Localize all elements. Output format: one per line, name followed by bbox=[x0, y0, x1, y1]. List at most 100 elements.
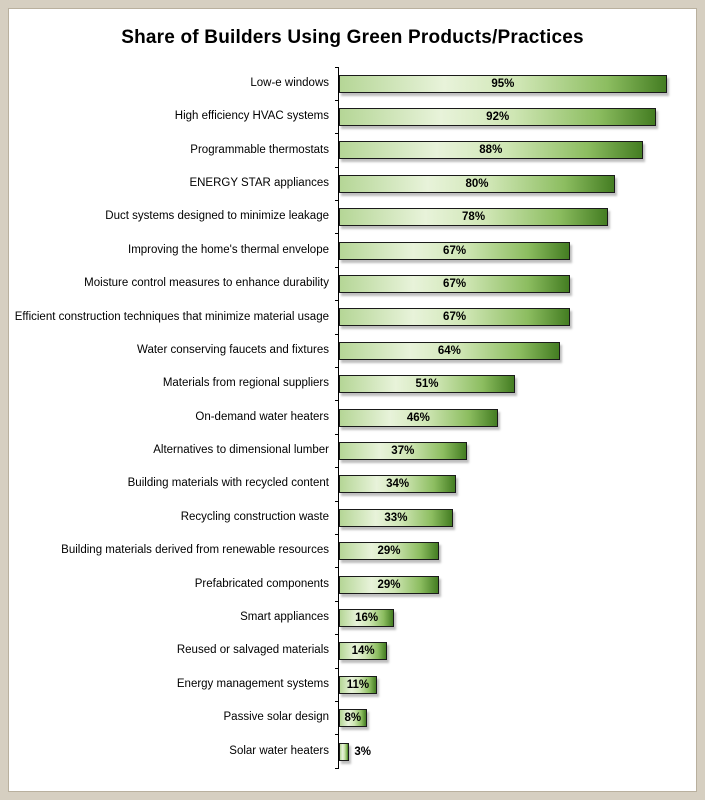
value-label: 34% bbox=[386, 478, 410, 491]
bar-row: Materials from regional suppliers 51% bbox=[9, 367, 696, 402]
bar-track: 8% bbox=[335, 701, 684, 736]
category-label: Recycling construction waste bbox=[180, 510, 329, 523]
value-label: 67% bbox=[443, 311, 467, 324]
category-label: Efficient construction techniques that m… bbox=[14, 310, 329, 323]
bar-track: 64% bbox=[335, 334, 684, 369]
category-label: Programmable thermostats bbox=[190, 143, 329, 156]
plot-area: Low-e windows 95% High efficiency HVAC sys… bbox=[9, 66, 696, 770]
category-label: Building materials derived from renewabl… bbox=[61, 544, 329, 557]
category-label: Prefabricated components bbox=[194, 577, 329, 590]
bar bbox=[339, 74, 667, 93]
category-label: Duct systems designed to minimize leakag… bbox=[105, 210, 329, 223]
value-label: 14% bbox=[351, 645, 375, 658]
bar-row: High efficiency HVAC systems 92% bbox=[9, 100, 696, 135]
category-label: ENERGY STAR appliances bbox=[189, 176, 329, 189]
bar-track: 33% bbox=[335, 501, 684, 536]
category-label: Passive solar design bbox=[223, 711, 329, 724]
bar bbox=[339, 141, 643, 160]
bar-row: Solar water heaters 3% bbox=[9, 734, 696, 770]
bar-track: 16% bbox=[335, 601, 684, 636]
bar-row: Passive solar design 8% bbox=[9, 701, 696, 736]
bar bbox=[339, 275, 571, 294]
bar-track: 34% bbox=[335, 467, 684, 502]
value-label: 88% bbox=[479, 144, 503, 157]
bar-row: Efficient construction techniques that m… bbox=[9, 300, 696, 336]
value-label: 8% bbox=[344, 712, 362, 725]
category-label: On-demand water heaters bbox=[195, 410, 329, 423]
bar-track: 67% bbox=[335, 267, 684, 302]
category-label: Moisture control measures to enhance dur… bbox=[84, 277, 329, 290]
value-label: 29% bbox=[377, 578, 401, 591]
bar bbox=[339, 174, 615, 193]
category-label: Water conserving faucets and fixtures bbox=[137, 343, 329, 356]
bar-track: 95% bbox=[335, 66, 684, 102]
category-label: Energy management systems bbox=[176, 677, 329, 690]
bar-track: 3% bbox=[335, 734, 684, 770]
category-label: High efficiency HVAC systems bbox=[174, 110, 329, 123]
bar bbox=[339, 408, 498, 427]
value-label: 11% bbox=[346, 678, 370, 691]
bar bbox=[339, 575, 440, 594]
bar-row: Low-e windows 95% bbox=[9, 66, 696, 102]
bar bbox=[339, 208, 609, 227]
bar-row: Prefabricated components 29% bbox=[9, 567, 696, 603]
bar-row: Recycling construction waste 33% bbox=[9, 501, 696, 536]
value-label: 80% bbox=[465, 177, 489, 190]
category-label: Low-e windows bbox=[250, 76, 329, 89]
bar-row: Building materials with recycled content… bbox=[9, 467, 696, 502]
bar-row: Smart appliances 16% bbox=[9, 601, 696, 636]
bar bbox=[339, 441, 467, 460]
bar bbox=[339, 508, 453, 527]
bar-track: 80% bbox=[335, 167, 684, 202]
bar-track: 51% bbox=[335, 367, 684, 402]
value-label: 29% bbox=[377, 545, 401, 558]
value-label: 67% bbox=[443, 244, 467, 257]
category-label: Materials from regional suppliers bbox=[162, 377, 329, 390]
bar bbox=[339, 709, 367, 728]
bar-track: 14% bbox=[335, 634, 684, 669]
bar bbox=[339, 608, 395, 627]
value-label: 92% bbox=[486, 111, 510, 124]
bar-row: Energy management systems 11% bbox=[9, 668, 696, 703]
bar-track: 46% bbox=[335, 400, 684, 436]
bar-track: 11% bbox=[335, 668, 684, 703]
bar-row: Alternatives to dimensional lumber 37% bbox=[9, 434, 696, 469]
bar-track: 67% bbox=[335, 300, 684, 336]
bar-row: On-demand water heaters 46% bbox=[9, 400, 696, 436]
bar bbox=[339, 642, 388, 661]
bar bbox=[339, 375, 515, 394]
category-label: Reused or salvaged materials bbox=[176, 644, 329, 657]
value-label: 46% bbox=[406, 411, 430, 424]
bar-row: Water conserving faucets and fixtures 64% bbox=[9, 334, 696, 369]
bar-track: 37% bbox=[335, 434, 684, 469]
bar-track: 29% bbox=[335, 534, 684, 569]
bar-track: 88% bbox=[335, 133, 684, 169]
chart-title: Share of Builders Using Green Products/P… bbox=[121, 27, 584, 48]
value-label: 33% bbox=[384, 511, 408, 524]
bar bbox=[339, 542, 440, 561]
value-label: 51% bbox=[415, 378, 439, 391]
value-label: 78% bbox=[462, 211, 486, 224]
bar bbox=[339, 742, 350, 761]
bar-track: 29% bbox=[335, 567, 684, 603]
category-label: Improving the home's thermal envelope bbox=[128, 243, 329, 256]
bar-row: Duct systems designed to minimize leakag… bbox=[9, 200, 696, 235]
value-label: 3% bbox=[354, 745, 371, 758]
bar-row: Programmable thermostats 88% bbox=[9, 133, 696, 169]
bar bbox=[339, 308, 571, 327]
value-label: 95% bbox=[491, 77, 515, 90]
value-label: 64% bbox=[437, 344, 461, 357]
bar-track: 67% bbox=[335, 233, 684, 269]
category-label: Building materials with recycled content bbox=[127, 477, 329, 490]
bar bbox=[339, 341, 560, 360]
category-label: Alternatives to dimensional lumber bbox=[153, 444, 329, 457]
category-label: Smart appliances bbox=[240, 611, 329, 624]
bar-row: Building materials derived from renewabl… bbox=[9, 534, 696, 569]
category-label: Solar water heaters bbox=[229, 744, 329, 757]
bar-row: Reused or salvaged materials 14% bbox=[9, 634, 696, 669]
value-label: 37% bbox=[391, 444, 415, 457]
bar-row: Moisture control measures to enhance dur… bbox=[9, 267, 696, 302]
bar bbox=[339, 475, 457, 494]
value-label: 67% bbox=[443, 278, 467, 291]
